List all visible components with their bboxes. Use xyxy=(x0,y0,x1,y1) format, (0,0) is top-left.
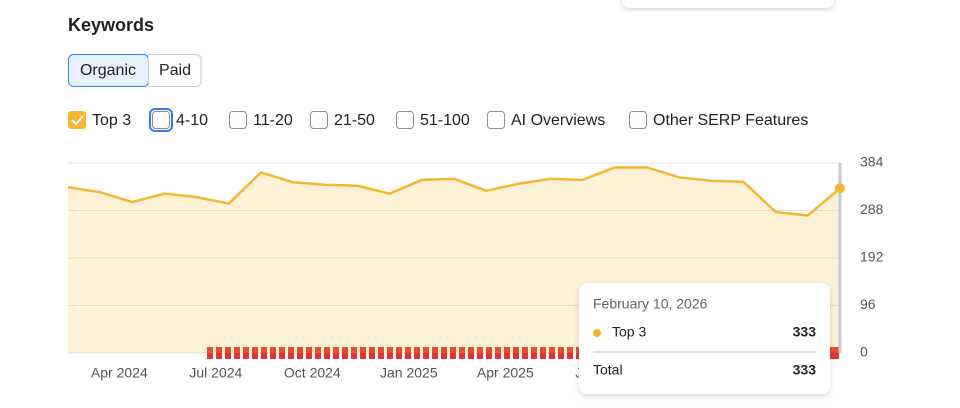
line xyxy=(67,166,841,217)
checkbox[interactable] xyxy=(229,111,247,129)
filters: Top 3 4-10 11-20 21-50 51-100 AI Overviews Ot… xyxy=(68,108,808,132)
tooltip-date: February 10, 2026 xyxy=(593,296,708,312)
checkbox-label: AI Overviews xyxy=(511,112,605,129)
y-tick-label: 288 xyxy=(860,201,884,217)
serp-flags xyxy=(207,347,579,359)
checkbox-label: 51-100 xyxy=(420,112,470,129)
checkbox[interactable] xyxy=(396,111,414,129)
checkbox-label: 11-20 xyxy=(253,112,293,129)
checkbox[interactable] xyxy=(152,111,170,129)
tooltip-total: 333 xyxy=(793,362,817,378)
tooltip-series: Top 3 xyxy=(612,324,646,340)
tooltip-dot xyxy=(593,329,601,337)
x-tick-label: Apr 2025 xyxy=(477,365,534,381)
check-icon xyxy=(71,115,84,126)
serp-flags xyxy=(830,347,839,359)
checkbox-label: Other SERP Features xyxy=(653,112,808,129)
toggle-label: Organic xyxy=(80,62,136,79)
section-title: Keywords xyxy=(68,15,154,35)
toggle-label: Paid xyxy=(159,62,191,79)
checkbox[interactable] xyxy=(310,111,328,129)
checkbox[interactable] xyxy=(68,111,86,129)
y-tick-label: 0 xyxy=(860,344,868,360)
y-tick-label: 384 xyxy=(860,154,884,170)
card-edge xyxy=(622,0,834,8)
toggle-paid[interactable] xyxy=(148,54,202,87)
y-tick-label: 96 xyxy=(860,296,876,312)
checkbox-label: 21-50 xyxy=(334,112,375,129)
x-tick-label: Apr 2024 xyxy=(91,365,148,381)
x-tick-label: Jul 2024 xyxy=(189,365,242,381)
tooltip-total-label: Total xyxy=(593,362,623,378)
focus-ring xyxy=(149,108,173,132)
tooltip-value: 333 xyxy=(793,324,817,340)
checkbox-label: 4-10 xyxy=(176,112,208,129)
checkbox[interactable] xyxy=(629,111,647,129)
checkbox-label: Top 3 xyxy=(92,112,131,129)
point xyxy=(835,183,845,194)
y-tick-label: 192 xyxy=(860,249,884,265)
checkbox[interactable] xyxy=(487,111,505,129)
x-tick-label: Oct 2024 xyxy=(284,365,341,381)
tooltip xyxy=(579,283,830,394)
x-tick-label: Jan 2025 xyxy=(380,365,438,381)
